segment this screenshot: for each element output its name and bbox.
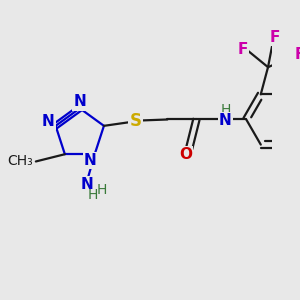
Text: H: H bbox=[87, 188, 98, 202]
Text: N: N bbox=[219, 113, 232, 128]
Text: H: H bbox=[220, 103, 231, 117]
Text: F: F bbox=[237, 41, 248, 56]
Text: CH₃: CH₃ bbox=[8, 154, 33, 169]
Text: H: H bbox=[97, 183, 107, 196]
Text: N: N bbox=[42, 114, 55, 129]
Text: N: N bbox=[74, 94, 86, 110]
Text: F: F bbox=[269, 30, 280, 45]
Text: N: N bbox=[81, 177, 94, 192]
Text: F: F bbox=[295, 47, 300, 62]
Text: N: N bbox=[84, 153, 97, 168]
Text: O: O bbox=[179, 147, 192, 162]
Text: S: S bbox=[130, 112, 142, 130]
